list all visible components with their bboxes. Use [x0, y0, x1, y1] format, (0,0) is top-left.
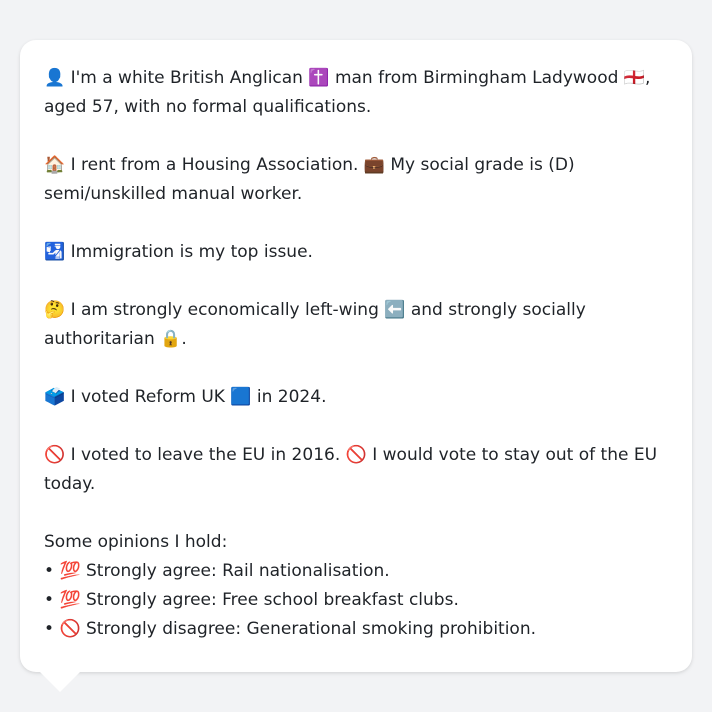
ballot-box-icon: 🗳️	[44, 387, 66, 407]
hundred-points-icon: 💯	[59, 561, 81, 581]
prohibited-icon: 🚫	[59, 619, 81, 639]
thinking-face-icon: 🤔	[44, 300, 66, 320]
ideology-paragraph: 🤔 I am strongly economically left-wing ⬅…	[44, 300, 586, 349]
vote-2024-paragraph: 🗳️ I voted Reform UK 🟦 in 2024.	[44, 387, 327, 407]
list-item: • 💯 Strongly agree: Free school breakfas…	[44, 590, 459, 610]
england-flag-icon: 🏴󠁧󠁢󠁥󠁮󠁧󠁿	[623, 68, 645, 88]
identity-paragraph: 👤 I'm a white British Anglican ✝️ man fr…	[44, 68, 651, 117]
prohibited-icon: 🚫	[345, 445, 367, 465]
message-bubble: 👤 I'm a white British Anglican ✝️ man fr…	[20, 40, 692, 672]
opinions-section: Some opinions I hold: • 💯 Strongly agree…	[44, 528, 670, 644]
briefcase-icon: 💼	[363, 155, 385, 175]
passport-control-icon: 🛂	[44, 242, 66, 262]
cross-icon: ✝️	[308, 68, 330, 88]
list-item: • 🚫 Strongly disagree: Generational smok…	[44, 619, 537, 639]
blue-square-icon: 🟦	[230, 387, 252, 407]
hundred-points-icon: 💯	[59, 590, 81, 610]
top-issue-paragraph: 🛂 Immigration is my top issue.	[44, 242, 313, 262]
house-icon: 🏠	[44, 155, 66, 175]
prohibited-icon: 🚫	[44, 445, 66, 465]
lock-icon: 🔒	[160, 329, 182, 349]
eu-vote-paragraph: 🚫 I voted to leave the EU in 2016. 🚫 I w…	[44, 445, 658, 494]
person-icon: 👤	[44, 68, 66, 88]
housing-paragraph: 🏠 I rent from a Housing Association. 💼 M…	[44, 155, 575, 204]
bubble-tail	[40, 672, 80, 692]
opinions-heading: Some opinions I hold:	[44, 532, 228, 552]
list-item: • 💯 Strongly agree: Rail nationalisation…	[44, 561, 390, 581]
left-arrow-icon: ⬅️	[384, 300, 406, 320]
